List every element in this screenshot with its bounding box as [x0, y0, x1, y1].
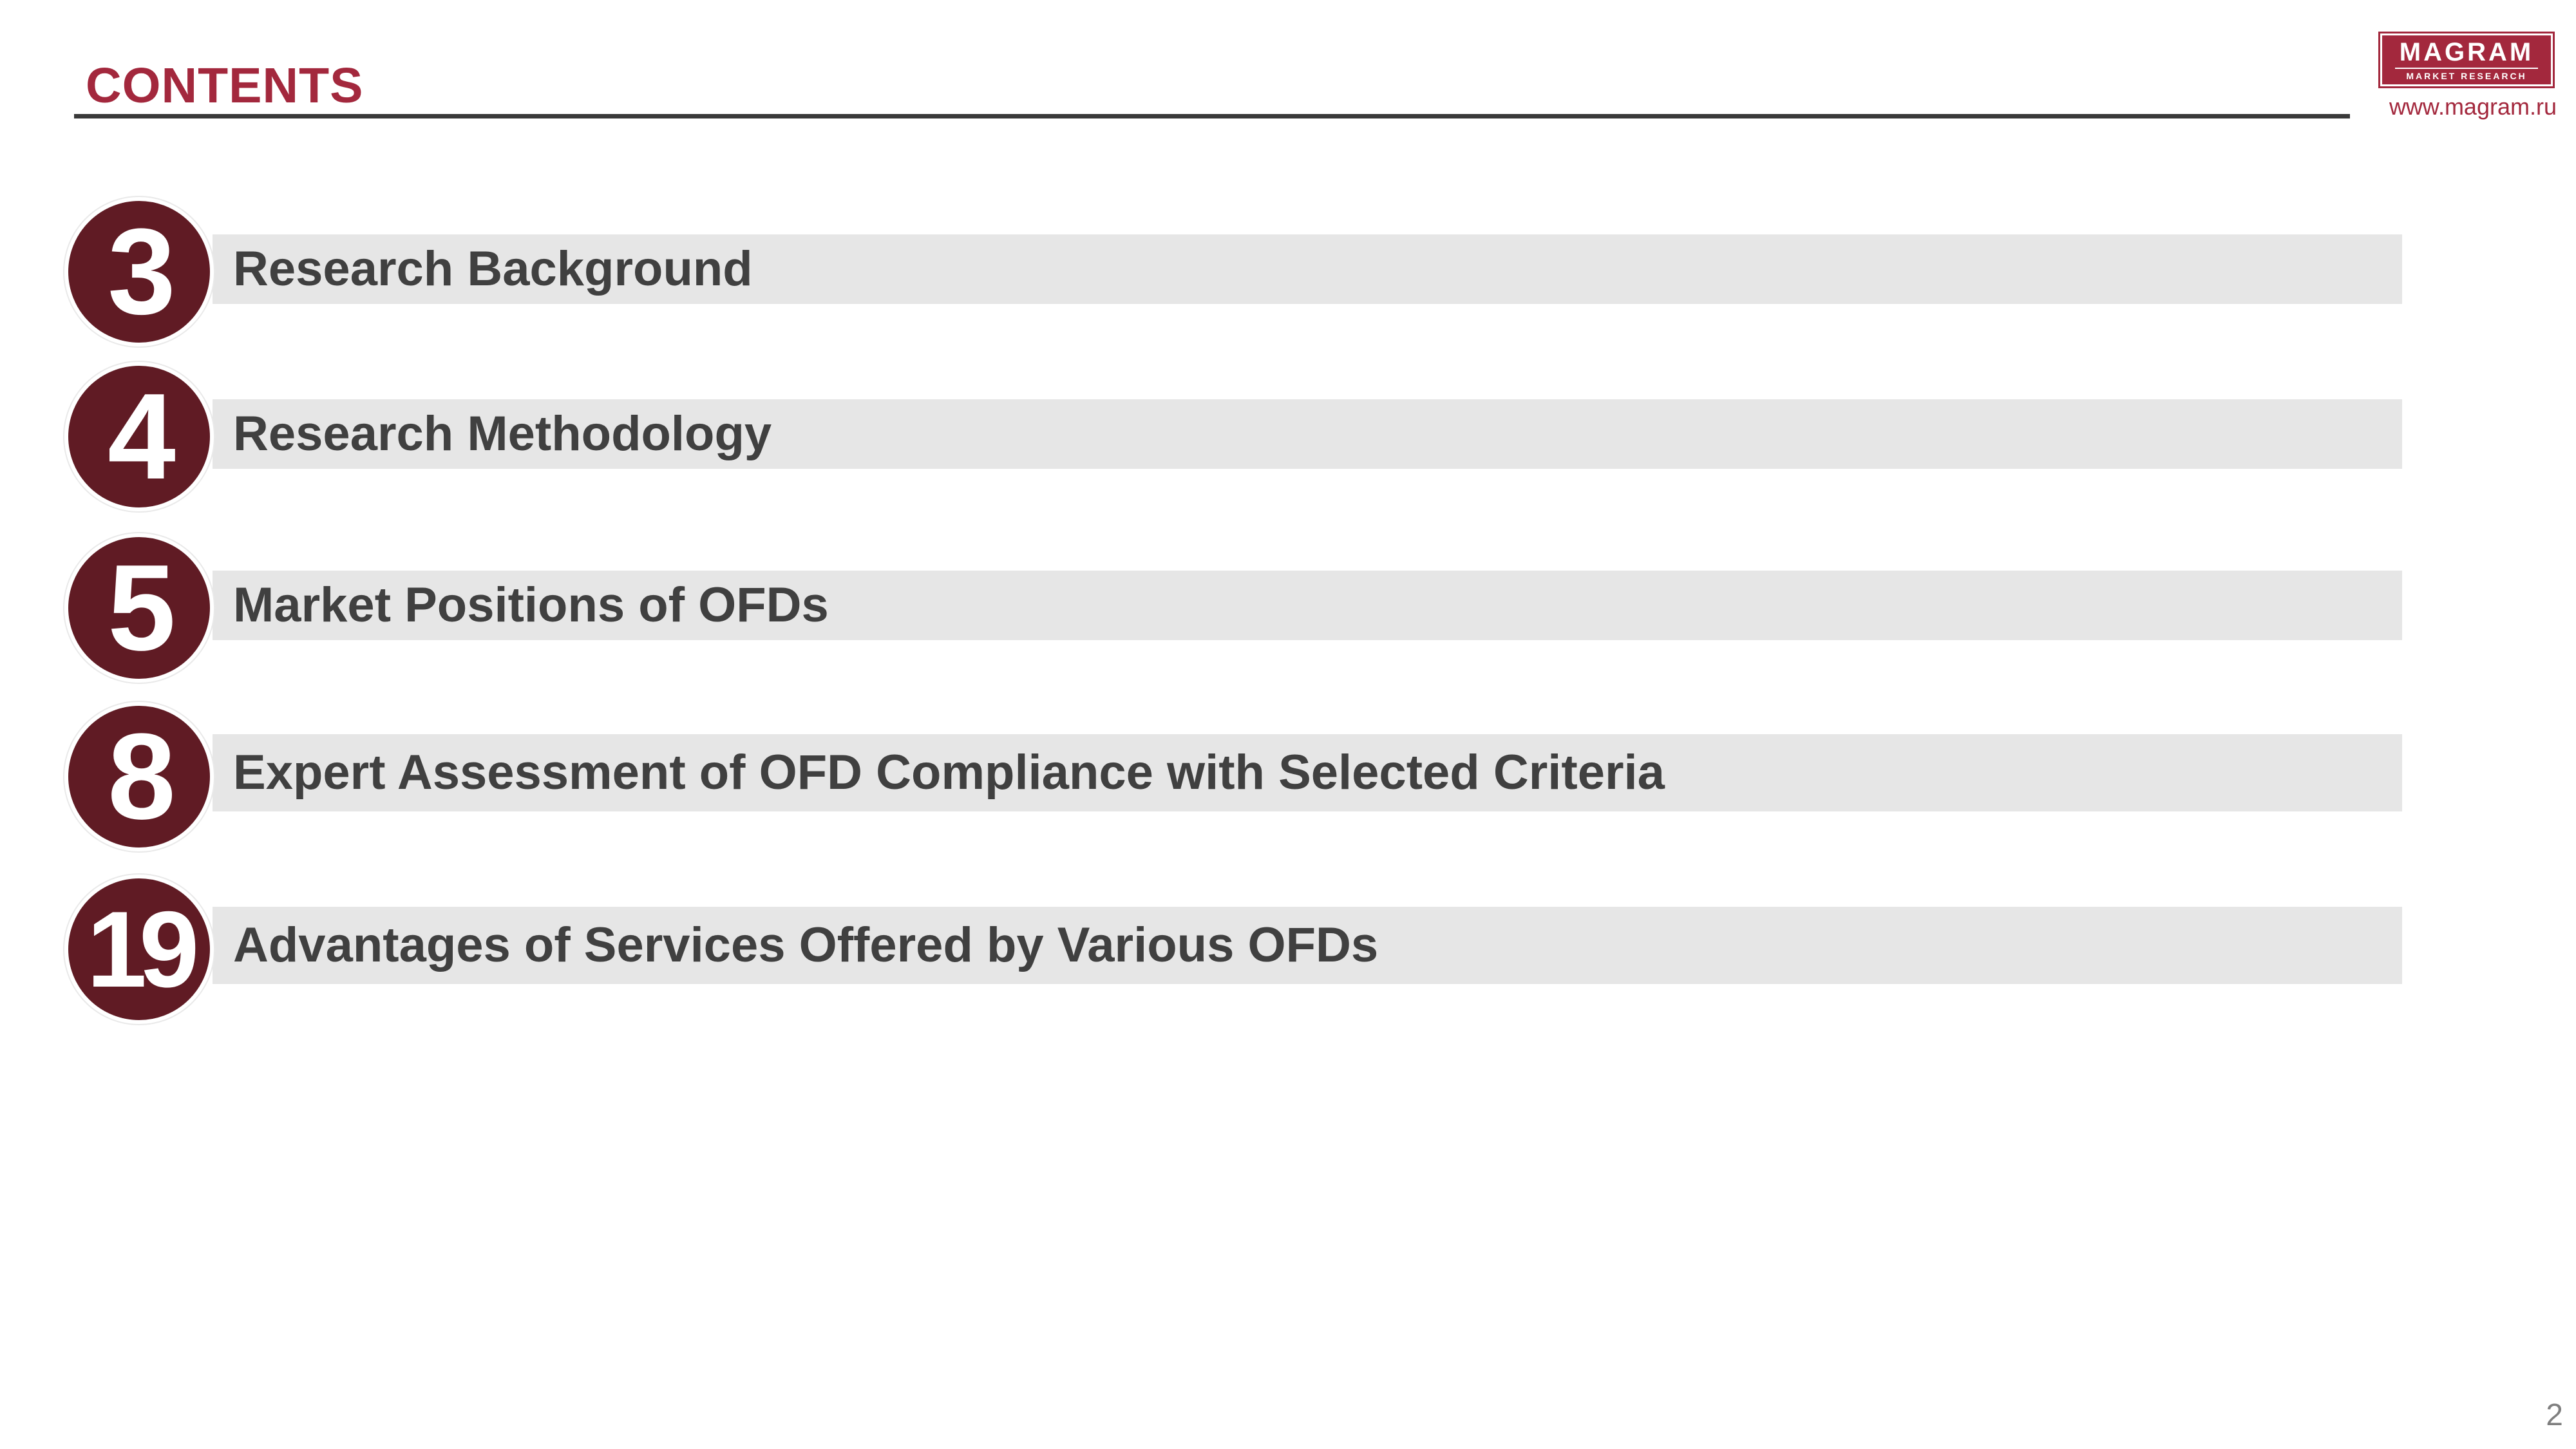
toc-bar: [213, 734, 2402, 811]
logo-tagline: MARKET RESEARCH: [2406, 71, 2527, 81]
logo-divider: [2395, 68, 2538, 69]
toc-page-number-badge: 5: [64, 533, 214, 683]
toc-item-research-methodology[interactable]: Research Methodology 4: [0, 362, 2409, 511]
toc-bar: [213, 571, 2402, 640]
magram-logo: MAGRAM MARKET RESEARCH: [2378, 32, 2555, 88]
toc-item-research-background[interactable]: Research Background 3: [0, 197, 2409, 346]
toc-label: Research Background: [233, 242, 753, 296]
toc-page-number-badge: 8: [64, 702, 214, 851]
toc-bar: [213, 907, 2402, 984]
website-link[interactable]: www.magram.ru: [2389, 93, 2557, 120]
toc-label: Research Methodology: [233, 406, 772, 461]
toc-page-number-badge: 3: [64, 197, 214, 346]
toc-item-service-advantages[interactable]: Advantages of Services Offered by Variou…: [0, 875, 2409, 1024]
toc-page-number-badge: 19: [64, 875, 214, 1024]
toc-page-number-badge: 4: [64, 362, 214, 511]
toc-bar: [213, 234, 2402, 304]
page-title: CONTENTS: [86, 58, 364, 113]
toc-label: Advantages of Services Offered by Variou…: [233, 918, 1379, 972]
toc-bar: [213, 399, 2402, 469]
logo-brand-text: MAGRAM: [2399, 38, 2534, 66]
slide-page-number: 2: [2546, 1398, 2563, 1432]
title-underline: [74, 114, 2350, 118]
toc-label: Market Positions of OFDs: [233, 578, 829, 632]
toc-item-market-positions[interactable]: Market Positions of OFDs 5: [0, 533, 2409, 683]
toc-item-expert-assessment[interactable]: Expert Assessment of OFD Compliance with…: [0, 702, 2409, 851]
toc-label: Expert Assessment of OFD Compliance with…: [233, 745, 1665, 800]
